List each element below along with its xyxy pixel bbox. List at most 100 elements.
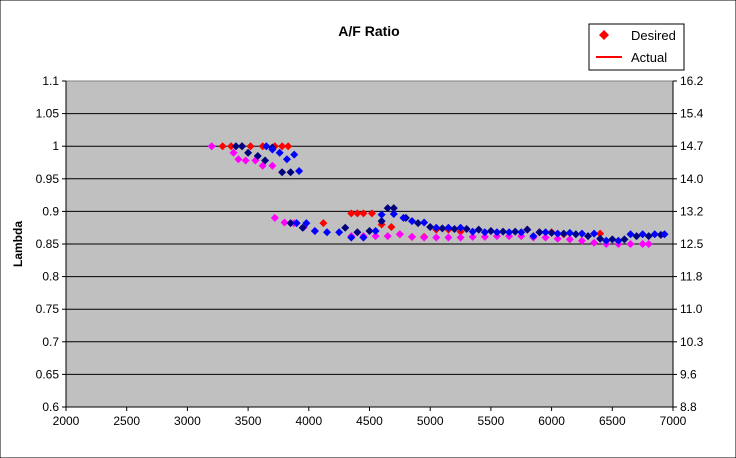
data-point [602, 236, 611, 245]
chart-title: A/F Ratio [338, 23, 399, 39]
x-tick-label: 3000 [174, 414, 201, 428]
data-point [523, 225, 532, 234]
data-point [262, 142, 271, 151]
y2-tick-label: 14.7 [680, 139, 704, 153]
data-point [590, 229, 599, 238]
y-tick-label: 0.9 [42, 204, 59, 218]
data-point [270, 213, 279, 222]
data-point [420, 218, 429, 227]
data-point [347, 209, 356, 218]
data-point [541, 228, 550, 237]
data-point [547, 228, 556, 237]
data-point [353, 228, 362, 237]
data-point [626, 240, 635, 248]
data-point [241, 156, 250, 165]
data-point [407, 217, 416, 226]
axes: 0.6 8.8 0.65 9.6 0.7 10.3 0.75 11.0 0.8 11.8 0.85 1… [36, 74, 704, 428]
data-point [480, 228, 489, 237]
data-point [229, 148, 238, 157]
data-point [244, 148, 253, 157]
x-tick-label: 7000 [660, 414, 687, 428]
y2-tick-label: 13.2 [680, 204, 704, 218]
y-tick-label: 0.85 [36, 237, 60, 251]
data-point [468, 227, 477, 236]
data-point [638, 230, 647, 239]
data-point [565, 235, 574, 244]
data-point [286, 219, 295, 228]
data-point [626, 230, 635, 239]
x-tick-label: 3500 [235, 414, 262, 428]
data-point [620, 235, 629, 244]
data-point [268, 161, 277, 170]
data-point [462, 225, 471, 234]
y-tick-label: 0.7 [42, 335, 59, 349]
data-point [383, 232, 392, 241]
data-point [231, 142, 240, 151]
data-point [553, 234, 562, 243]
data-point [389, 204, 398, 213]
data-point [608, 235, 617, 244]
data-point [323, 228, 332, 237]
data-point [407, 232, 416, 241]
data-point [335, 228, 344, 237]
data-point [389, 210, 398, 219]
data-point [420, 233, 429, 242]
data-point [353, 209, 362, 218]
data-point [577, 229, 586, 238]
data-point [565, 228, 574, 237]
data-point [395, 230, 404, 239]
y-tick-label: 1 [52, 139, 59, 153]
y-tick-label: 1.1 [42, 74, 59, 88]
y2-tick-label: 9.6 [680, 367, 697, 381]
data-point [319, 219, 328, 228]
x-tick-label: 4500 [356, 414, 383, 428]
data-point [286, 168, 295, 177]
data-point [614, 236, 623, 245]
y2-tick-label: 10.3 [680, 335, 704, 349]
data-point [298, 223, 307, 232]
data-point [480, 232, 489, 241]
data-point [387, 223, 396, 232]
x-tick-label: 6000 [538, 414, 565, 428]
data-point [295, 166, 304, 175]
data-point [278, 142, 287, 151]
data-point [302, 219, 311, 228]
x-tick-label: 2000 [53, 414, 80, 428]
data-point [278, 168, 287, 177]
data-point [275, 148, 284, 157]
data-point [365, 226, 374, 235]
data-point [456, 233, 465, 242]
data-point [227, 142, 236, 151]
y2-tick-label: 14.0 [680, 172, 704, 186]
data-point [310, 226, 319, 235]
data-point [632, 232, 641, 241]
data-point [207, 142, 216, 151]
data-point [577, 236, 586, 245]
data-point [596, 229, 605, 238]
data-point [541, 233, 550, 242]
data-point [474, 225, 483, 234]
y-axis-label: Lambda [11, 221, 25, 267]
x-tick-label: 4000 [295, 414, 322, 428]
y2-tick-label: 12.5 [680, 237, 704, 251]
y2-tick-label: 11.8 [680, 270, 703, 284]
y-tick-label: 0.8 [42, 270, 59, 284]
data-point [660, 230, 669, 239]
data-point [371, 232, 380, 241]
data-point [596, 234, 605, 243]
data-point [377, 210, 386, 219]
data-point [559, 229, 568, 238]
data-point [486, 226, 495, 235]
data-point [590, 238, 599, 247]
data-point [399, 213, 408, 222]
gridlines [66, 113, 673, 375]
data-point [492, 228, 501, 237]
data-point [571, 230, 580, 239]
data-point [426, 223, 435, 232]
data-point [280, 218, 289, 227]
data-point [584, 232, 593, 241]
y-tick-label: 0.65 [36, 367, 60, 381]
x-tick-label: 2500 [113, 414, 140, 428]
data-point [367, 209, 376, 218]
